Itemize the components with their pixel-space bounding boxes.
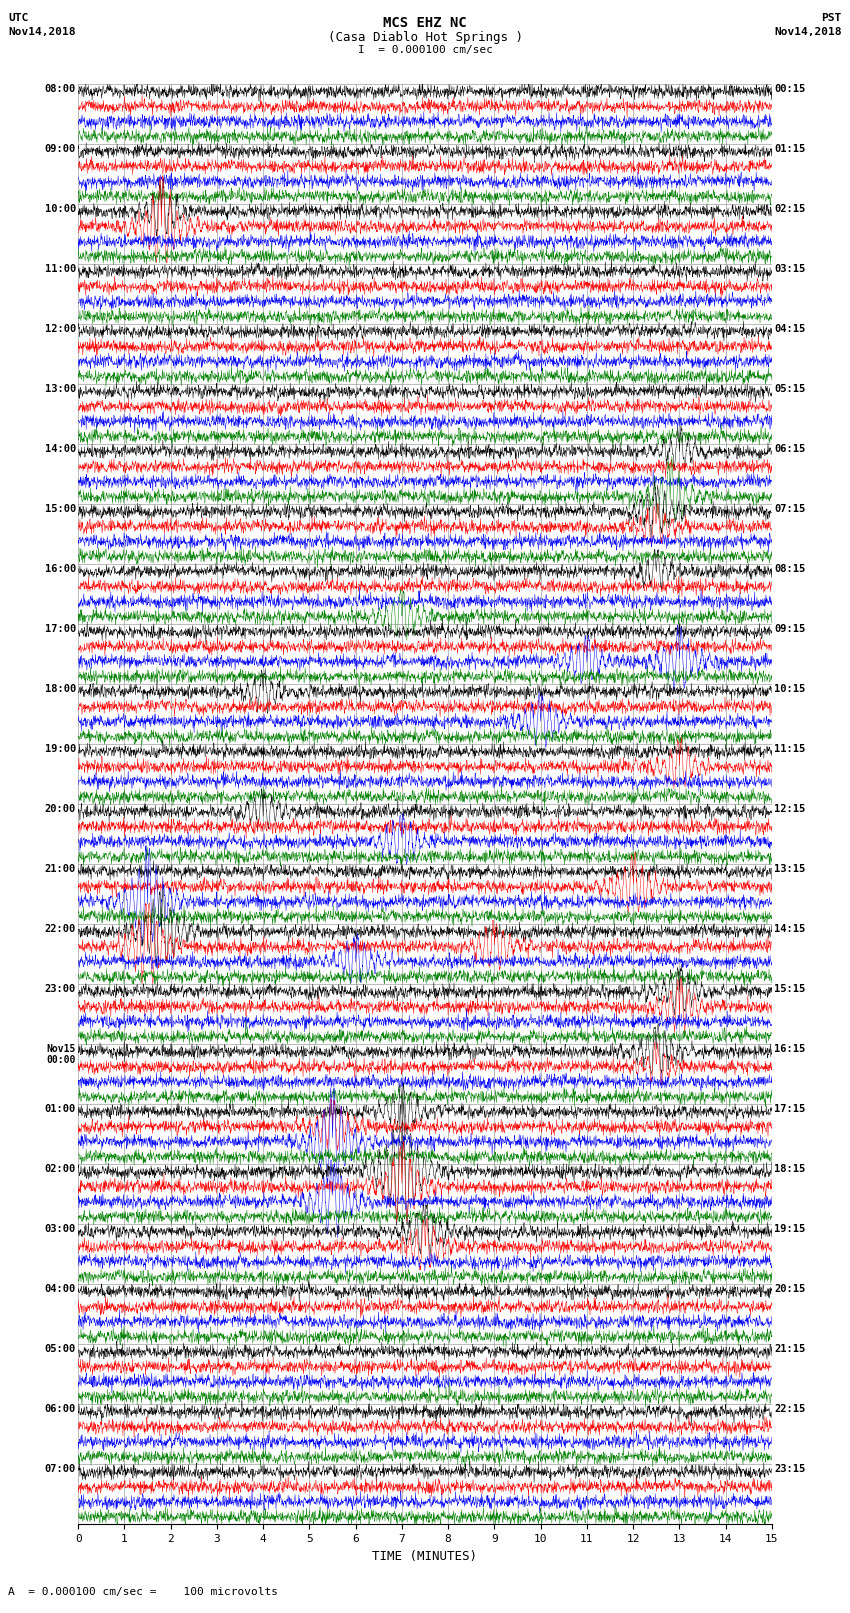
Text: 11:15: 11:15 [774, 744, 806, 753]
Text: Nov15: Nov15 [47, 1044, 76, 1055]
Text: 17:15: 17:15 [774, 1105, 806, 1115]
Text: 17:00: 17:00 [44, 624, 76, 634]
Text: 14:00: 14:00 [44, 444, 76, 453]
Text: 18:15: 18:15 [774, 1165, 806, 1174]
Text: 02:15: 02:15 [774, 203, 806, 215]
Text: 09:15: 09:15 [774, 624, 806, 634]
Text: 07:15: 07:15 [774, 503, 806, 515]
Text: 01:00: 01:00 [44, 1105, 76, 1115]
Text: 04:15: 04:15 [774, 324, 806, 334]
Text: 19:00: 19:00 [44, 744, 76, 753]
Text: 00:15: 00:15 [774, 84, 806, 94]
Text: I  = 0.000100 cm/sec: I = 0.000100 cm/sec [358, 45, 492, 55]
Text: 16:15: 16:15 [774, 1044, 806, 1055]
Text: UTC: UTC [8, 13, 29, 23]
Text: PST: PST [821, 13, 842, 23]
Text: Nov14,2018: Nov14,2018 [774, 27, 842, 37]
Text: 21:00: 21:00 [44, 865, 76, 874]
Text: 15:15: 15:15 [774, 984, 806, 994]
Text: 08:00: 08:00 [44, 84, 76, 94]
Text: 09:00: 09:00 [44, 144, 76, 153]
X-axis label: TIME (MINUTES): TIME (MINUTES) [372, 1550, 478, 1563]
Text: 10:00: 10:00 [44, 203, 76, 215]
Text: 21:15: 21:15 [774, 1344, 806, 1355]
Text: (Casa Diablo Hot Springs ): (Casa Diablo Hot Springs ) [327, 31, 523, 44]
Text: 13:00: 13:00 [44, 384, 76, 394]
Text: 20:15: 20:15 [774, 1284, 806, 1294]
Text: 12:00: 12:00 [44, 324, 76, 334]
Text: 23:00: 23:00 [44, 984, 76, 994]
Text: 02:00: 02:00 [44, 1165, 76, 1174]
Text: 08:15: 08:15 [774, 565, 806, 574]
Text: 20:00: 20:00 [44, 803, 76, 815]
Text: 05:00: 05:00 [44, 1344, 76, 1355]
Text: 14:15: 14:15 [774, 924, 806, 934]
Text: A  = 0.000100 cm/sec =    100 microvolts: A = 0.000100 cm/sec = 100 microvolts [8, 1587, 279, 1597]
Text: 06:00: 06:00 [44, 1405, 76, 1415]
Text: 22:00: 22:00 [44, 924, 76, 934]
Text: 12:15: 12:15 [774, 803, 806, 815]
Text: 23:15: 23:15 [774, 1465, 806, 1474]
Text: 03:15: 03:15 [774, 265, 806, 274]
Text: 11:00: 11:00 [44, 265, 76, 274]
Text: 18:00: 18:00 [44, 684, 76, 694]
Text: 16:00: 16:00 [44, 565, 76, 574]
Text: 03:00: 03:00 [44, 1224, 76, 1234]
Text: 22:15: 22:15 [774, 1405, 806, 1415]
Text: 07:00: 07:00 [44, 1465, 76, 1474]
Text: 13:15: 13:15 [774, 865, 806, 874]
Text: 19:15: 19:15 [774, 1224, 806, 1234]
Text: Nov14,2018: Nov14,2018 [8, 27, 76, 37]
Text: 04:00: 04:00 [44, 1284, 76, 1294]
Text: MCS EHZ NC: MCS EHZ NC [383, 16, 467, 31]
Text: 00:00: 00:00 [47, 1055, 76, 1065]
Text: 06:15: 06:15 [774, 444, 806, 453]
Text: 01:15: 01:15 [774, 144, 806, 153]
Text: 10:15: 10:15 [774, 684, 806, 694]
Text: 15:00: 15:00 [44, 503, 76, 515]
Text: 05:15: 05:15 [774, 384, 806, 394]
